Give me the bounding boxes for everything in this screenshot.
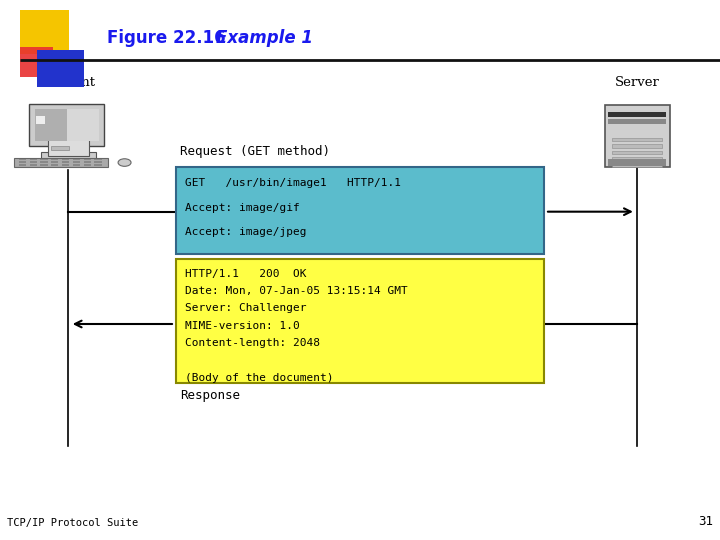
- Bar: [84, 159, 91, 160]
- Bar: [51, 161, 58, 163]
- Text: 31: 31: [698, 515, 713, 528]
- Bar: [608, 112, 666, 117]
- Bar: [608, 119, 666, 124]
- Bar: [73, 161, 80, 163]
- Bar: [62, 164, 69, 166]
- Bar: [176, 167, 544, 254]
- Bar: [20, 47, 53, 77]
- Text: MIME-version: 1.0: MIME-version: 1.0: [185, 321, 300, 331]
- Text: Accept: image/jpeg: Accept: image/jpeg: [185, 227, 307, 237]
- Bar: [612, 164, 662, 167]
- Text: GET   /usr/bin/image1   HTTP/1.1: GET /usr/bin/image1 HTTP/1.1: [185, 178, 401, 188]
- Bar: [35, 109, 66, 141]
- Bar: [605, 105, 670, 167]
- Text: Example 1: Example 1: [216, 29, 313, 47]
- Bar: [30, 164, 37, 166]
- Text: Response: Response: [180, 389, 240, 402]
- Bar: [84, 164, 91, 166]
- Bar: [19, 164, 26, 166]
- Bar: [14, 158, 108, 167]
- Bar: [19, 161, 26, 163]
- Bar: [29, 104, 104, 146]
- Bar: [37, 50, 84, 87]
- Bar: [20, 10, 69, 54]
- Bar: [30, 161, 37, 163]
- Bar: [608, 159, 666, 166]
- Bar: [612, 151, 662, 154]
- Text: Server: Server: [615, 76, 660, 89]
- Text: Figure 22.16: Figure 22.16: [107, 29, 225, 47]
- Bar: [612, 138, 662, 141]
- Bar: [51, 159, 58, 160]
- Text: Request (GET method): Request (GET method): [180, 145, 330, 158]
- Text: TCP/IP Protocol Suite: TCP/IP Protocol Suite: [7, 518, 138, 528]
- Bar: [612, 144, 662, 148]
- Bar: [62, 161, 69, 163]
- Text: Server: Challenger: Server: Challenger: [185, 303, 307, 314]
- Bar: [94, 161, 102, 163]
- Text: Date: Mon, 07-Jan-05 13:15:14 GMT: Date: Mon, 07-Jan-05 13:15:14 GMT: [185, 286, 408, 296]
- Bar: [35, 109, 99, 141]
- Bar: [19, 159, 26, 160]
- Bar: [30, 159, 37, 160]
- Bar: [40, 161, 48, 163]
- Bar: [62, 159, 69, 160]
- Text: (Body of the document): (Body of the document): [185, 373, 333, 383]
- Bar: [48, 139, 89, 156]
- Text: Accept: image/gif: Accept: image/gif: [185, 202, 300, 213]
- Bar: [40, 159, 48, 160]
- Bar: [51, 146, 69, 150]
- Text: Client: Client: [55, 76, 96, 89]
- Bar: [51, 164, 58, 166]
- Bar: [73, 164, 80, 166]
- Text: HTTP/1.1   200  OK: HTTP/1.1 200 OK: [185, 269, 307, 279]
- Bar: [94, 164, 102, 166]
- Text: Content-length: 2048: Content-length: 2048: [185, 338, 320, 348]
- Bar: [612, 157, 662, 161]
- Bar: [94, 159, 102, 160]
- Bar: [40, 164, 48, 166]
- Bar: [36, 116, 45, 124]
- Ellipse shape: [118, 159, 131, 166]
- Bar: [41, 152, 96, 159]
- Bar: [176, 259, 544, 383]
- Bar: [84, 161, 91, 163]
- Bar: [73, 159, 80, 160]
